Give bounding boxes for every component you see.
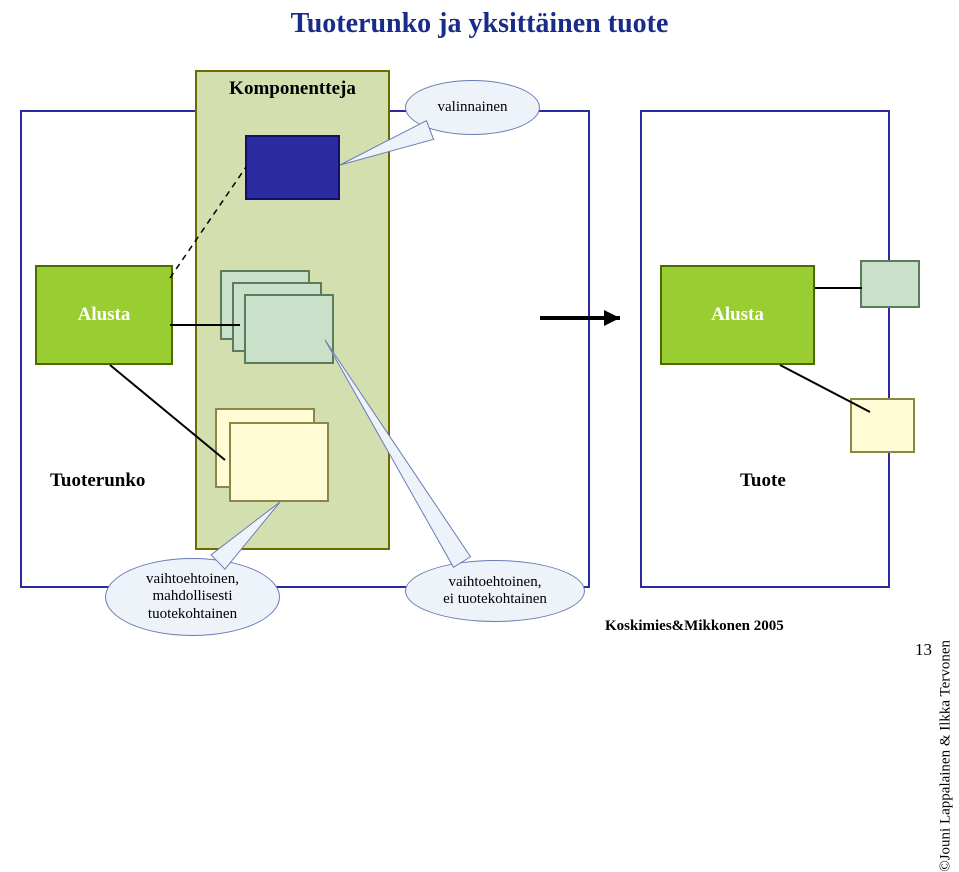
komponentteja-label: Komponentteja bbox=[229, 78, 356, 99]
small-box-right-bottom bbox=[850, 398, 915, 453]
tuoterunko-label: Tuoterunko bbox=[50, 470, 145, 492]
page-title: Tuoterunko ja yksittäinen tuote bbox=[0, 8, 959, 40]
small-box-right-top bbox=[860, 260, 920, 308]
alusta-right-box: Alusta bbox=[660, 265, 815, 365]
ellipse-right-text: vaihtoehtoinen,ei tuotekohtainen bbox=[443, 574, 547, 609]
page-number: 13 bbox=[915, 640, 932, 660]
ellipse-vaihtoehtoinen-right: vaihtoehtoinen,ei tuotekohtainen bbox=[405, 560, 585, 622]
copyright-text: ©Jouni Lappalainen & Ilkka Tervonen bbox=[938, 640, 955, 872]
alusta-left-box: Alusta bbox=[35, 265, 173, 365]
ellipse-left-text: vaihtoehtoinen,mahdollisestituotekohtain… bbox=[146, 571, 239, 623]
component-stack-2 bbox=[215, 408, 329, 502]
title-text: Tuoterunko ja yksittäinen tuote bbox=[291, 8, 669, 39]
alusta-right-label: Alusta bbox=[711, 304, 764, 326]
citation-text: Koskimies&Mikkonen 2005 bbox=[605, 618, 784, 635]
tuote-label: Tuote bbox=[740, 470, 786, 492]
ellipse-vaihtoehtoinen-left: vaihtoehtoinen,mahdollisestituotekohtain… bbox=[105, 558, 280, 636]
alusta-left-label: Alusta bbox=[78, 304, 131, 326]
ellipse-valinnainen: valinnainen bbox=[405, 80, 540, 135]
component-stack-1 bbox=[220, 270, 334, 364]
blue-component-box bbox=[245, 135, 340, 200]
